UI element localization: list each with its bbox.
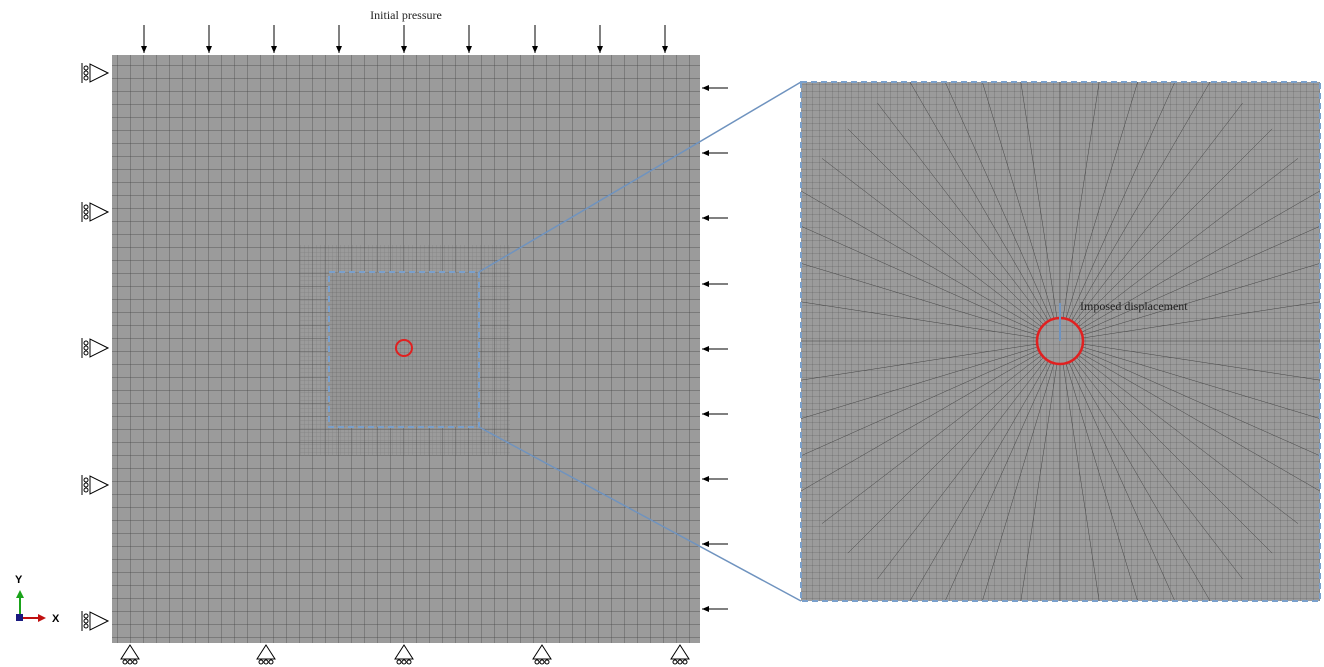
roller — [133, 660, 137, 664]
roller-support — [121, 645, 139, 659]
roller — [397, 660, 401, 664]
roller — [84, 341, 88, 345]
roller — [264, 660, 268, 664]
roller — [402, 660, 406, 664]
roller — [84, 215, 88, 219]
roller-support — [395, 645, 413, 659]
roller-support — [671, 645, 689, 659]
roller — [84, 614, 88, 618]
axis-y: Y — [15, 574, 23, 586]
roller — [84, 76, 88, 80]
axis-x: X — [52, 613, 60, 625]
roller — [84, 351, 88, 355]
pressure-label: Initial pressure — [370, 8, 442, 22]
roller — [683, 660, 687, 664]
roller — [84, 478, 88, 482]
roller — [128, 660, 132, 664]
roller-support — [533, 645, 551, 659]
roller — [123, 660, 127, 664]
roller — [535, 660, 539, 664]
roller — [84, 483, 88, 487]
roller — [84, 346, 88, 350]
roller-support — [90, 612, 108, 630]
imposed-label: Imposed displacement — [1080, 299, 1188, 313]
roller — [259, 660, 263, 664]
roller-support — [90, 476, 108, 494]
page: Imposed displacement Initial pressure Y … — [0, 0, 1324, 667]
roller-support — [90, 64, 108, 82]
roller — [407, 660, 411, 664]
figure: Imposed displacement Initial pressure Y … — [0, 0, 1324, 667]
roller — [269, 660, 273, 664]
refined-mesh — [329, 272, 479, 427]
roller-support — [90, 339, 108, 357]
roller — [84, 71, 88, 75]
roller — [673, 660, 677, 664]
roller — [84, 66, 88, 70]
roller — [84, 488, 88, 492]
roller-support — [90, 203, 108, 221]
roller — [678, 660, 682, 664]
roller — [545, 660, 549, 664]
axis-triad: Y X — [15, 574, 60, 625]
roller — [84, 624, 88, 628]
roller — [84, 619, 88, 623]
roller — [84, 205, 88, 209]
roller-support — [257, 645, 275, 659]
roller — [84, 210, 88, 214]
roller — [540, 660, 544, 664]
